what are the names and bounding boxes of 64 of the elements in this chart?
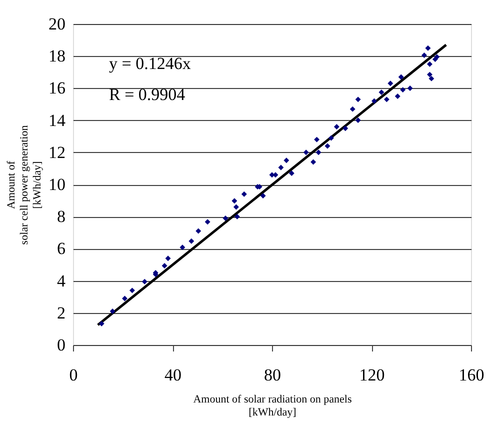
point: [260, 192, 266, 198]
point: [314, 136, 320, 142]
y-tick-label: 14: [48, 110, 66, 130]
y-tick-label: 16: [48, 78, 66, 98]
point: [324, 143, 330, 149]
point: [165, 256, 171, 262]
point: [122, 296, 128, 302]
point: [310, 159, 316, 165]
point: [355, 118, 361, 124]
point: [384, 96, 390, 102]
y-tick-label: 6: [57, 239, 66, 258]
annotation: R = 0.9904: [109, 85, 186, 104]
point: [394, 93, 400, 99]
x-tick-label: 40: [164, 366, 182, 384]
point: [371, 98, 377, 104]
x-tick-label: 0: [69, 366, 78, 384]
point: [284, 158, 290, 164]
point: [303, 150, 309, 156]
point: [288, 170, 294, 176]
point: [334, 124, 340, 130]
point: [350, 106, 356, 112]
y-tick-label: 12: [48, 142, 66, 162]
point: [426, 72, 432, 78]
point: [196, 228, 202, 234]
point: [428, 76, 434, 82]
point: [162, 262, 168, 268]
point: [188, 238, 194, 244]
point: [398, 74, 404, 80]
point: [110, 308, 116, 314]
point: [421, 52, 427, 58]
point: [222, 215, 228, 221]
point: [342, 126, 348, 132]
y-tick-label: 8: [57, 207, 66, 226]
x-tick-label: 160: [458, 366, 484, 384]
x-tick-label: 80: [264, 366, 281, 384]
point: [426, 61, 432, 67]
y-tick-label: 18: [48, 46, 66, 66]
point: [180, 244, 186, 250]
y-tick-label: 2: [57, 303, 66, 322]
point: [98, 320, 104, 326]
point: [328, 135, 334, 141]
y-axis-title: Amount of solar cell power generation [kWh/day]: [6, 124, 44, 245]
annotation: y = 0.1246x: [109, 54, 192, 73]
x-axis-title: Amount of solar radiation on panels [kWh/day]: [193, 394, 352, 418]
point: [355, 96, 361, 102]
point: [278, 164, 284, 170]
point: [233, 204, 239, 210]
point: [232, 198, 238, 204]
point: [204, 219, 210, 225]
y-tick-label: 10: [48, 175, 66, 194]
point: [129, 288, 135, 294]
x-tick-label: 120: [359, 366, 385, 384]
point: [425, 45, 431, 51]
y-tick-label: 20: [48, 14, 66, 34]
y-tick-label: 4: [57, 271, 66, 290]
point: [400, 87, 406, 93]
point: [234, 214, 240, 220]
point: [407, 85, 413, 91]
point: [388, 80, 394, 86]
point: [142, 278, 148, 284]
y-tick-label: 0: [57, 336, 66, 354]
point: [316, 150, 322, 156]
point: [241, 191, 247, 197]
point: [378, 89, 384, 95]
